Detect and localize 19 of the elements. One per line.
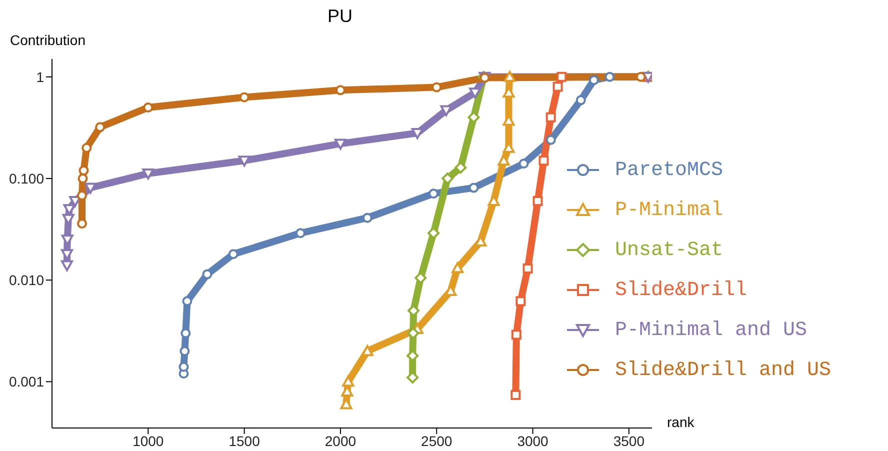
legend-label: P-Minimal (615, 198, 724, 222)
x-axis-title: rank (667, 414, 694, 430)
y-tick-label: 0.010 (8, 272, 44, 288)
x-tick-label: 2000 (324, 432, 356, 449)
legend-label: Unsat-Sat (615, 238, 724, 262)
y-tick-label: 1 (36, 68, 44, 85)
legend-label: Slide&Drill (615, 278, 748, 302)
x-tick-label: 2500 (421, 432, 452, 449)
x-tick-label: 1500 (228, 432, 260, 449)
y-tick-label: 0.100 (8, 170, 44, 186)
chart-title: PU (326, 6, 354, 27)
x-tick-label: 1000 (132, 432, 164, 449)
legend-label: P-Minimal and US (615, 318, 808, 342)
legend-label: ParetoMCS (615, 158, 724, 182)
y-axis-title: Contribution (10, 32, 86, 48)
y-tick-label: 0.001 (8, 374, 44, 390)
x-tick-label: 3000 (517, 432, 549, 449)
x-tick-label: 3500 (613, 432, 645, 449)
legend-label: Slide&Drill and US (615, 358, 832, 382)
